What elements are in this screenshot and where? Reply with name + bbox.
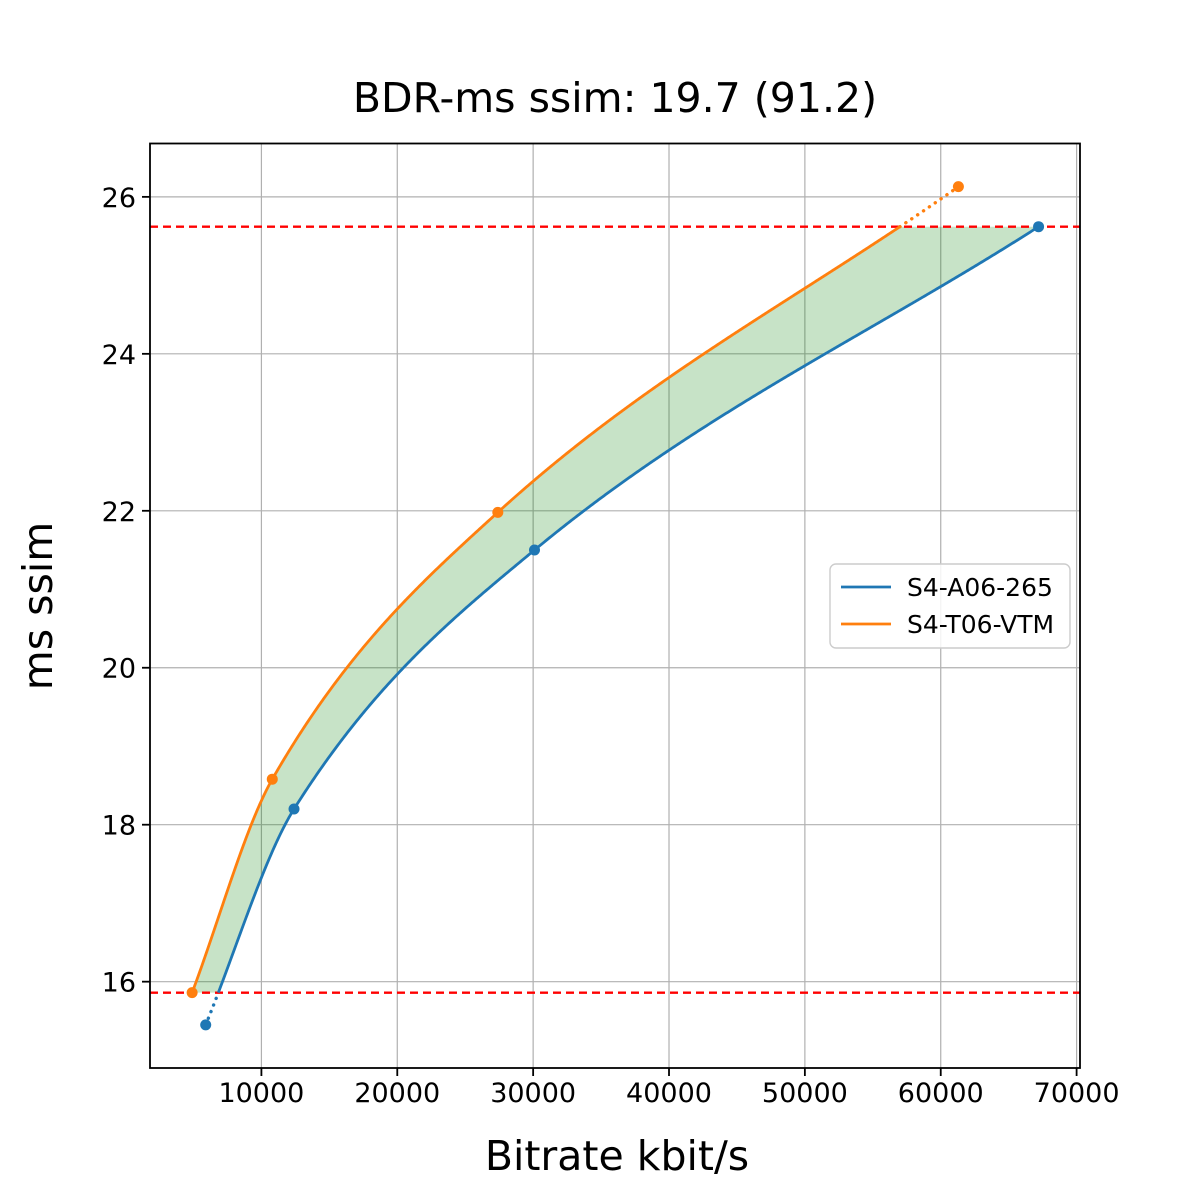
y-tick-label: 24 [102, 340, 136, 371]
reference-line-layer [150, 225, 1080, 994]
curve-layer [190, 184, 1040, 1027]
x-axis-label: Bitrate kbit/s [485, 1132, 749, 1180]
y-tick-label: 18 [102, 811, 136, 842]
x-tick-label: 70000 [1034, 1078, 1120, 1109]
y-tick-label: 22 [102, 497, 136, 528]
y-tick-label: 16 [102, 968, 136, 999]
chart-title: BDR-ms ssim: 19.7 (91.2) [353, 74, 877, 122]
y-tick-label: 26 [102, 183, 136, 214]
series-curve-s4-t06-vtm [190, 225, 901, 994]
x-tick-label: 20000 [354, 1078, 440, 1109]
legend-box [829, 563, 1071, 649]
x-tick-label: 30000 [490, 1078, 576, 1109]
data-point-s4-a06-265 [1033, 221, 1045, 233]
tick-layer: 10000 20000 30000 40000 50000 60000 70000 16 18 2… [102, 183, 1120, 1109]
x-tick-label: 60000 [898, 1078, 984, 1109]
legend: S4-A06-265 S4-T06-VTM [829, 563, 1071, 649]
data-point-s4-t06-vtm [492, 506, 504, 518]
series-curve-s4-a06-265 [217, 225, 1040, 994]
series-curve-dotted-s4-t06-vtm [898, 184, 961, 229]
legend-label-s4-a06-265: S4-A06-265 [907, 573, 1053, 602]
series-curve-dotted-s4-a06-265 [204, 990, 221, 1027]
legend-label-s4-t06-vtm: S4-T06-VTM [907, 610, 1054, 639]
axes-layer [149, 142, 1081, 1069]
y-axis-label: ms ssim [14, 522, 62, 690]
x-tick-label: 50000 [762, 1078, 848, 1109]
marker-layer [186, 181, 1045, 1031]
data-point-s4-t06-vtm [186, 987, 198, 999]
data-point-s4-t06-vtm [952, 181, 964, 193]
y-tick-label: 20 [102, 654, 136, 685]
data-point-s4-t06-vtm [266, 773, 278, 785]
plot-border [149, 142, 1081, 1069]
x-tick-label: 40000 [626, 1078, 712, 1109]
data-point-s4-a06-265 [200, 1019, 212, 1031]
data-point-s4-a06-265 [288, 803, 300, 815]
data-point-s4-a06-265 [528, 544, 540, 556]
x-tick-label: 10000 [218, 1078, 304, 1109]
